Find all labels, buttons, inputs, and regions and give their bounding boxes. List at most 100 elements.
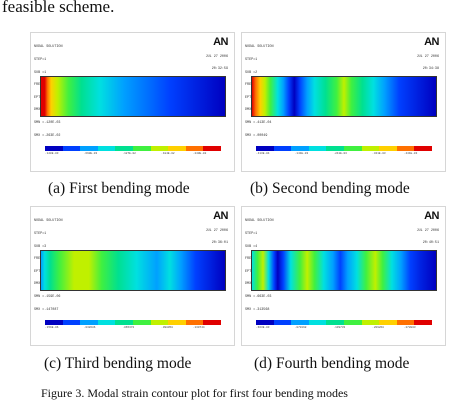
date-line: 20:36:01 — [211, 241, 228, 245]
legend-swatch — [62, 146, 81, 151]
legend-swatch — [115, 146, 133, 151]
legend-swatch — [150, 146, 169, 151]
legend-swatch — [168, 146, 186, 151]
legend-swatch — [97, 320, 116, 325]
header-line: SMX =.313568 — [245, 307, 270, 312]
ansys-logo: AN — [424, 210, 439, 222]
legend-swatch — [379, 320, 397, 325]
legend-swatch — [168, 320, 186, 325]
header-line: NODAL SOLUTION — [245, 219, 274, 224]
legend-swatch — [45, 320, 63, 325]
panel-caption-b: (b) Second bending mode — [250, 180, 410, 197]
legend-swatch — [326, 320, 344, 325]
header-line: SUB =2 — [245, 70, 258, 75]
legend-swatch — [97, 146, 116, 151]
figure-panel-b: NODAL SOLUTION STEP=1 SUB =2 FREQ=.065 E… — [241, 32, 446, 172]
panel-date: JUL 27 2006 20:32:59 — [188, 47, 228, 79]
legend-swatch — [80, 146, 98, 151]
legend-label: .098058 — [161, 326, 173, 329]
contour-plot — [40, 250, 226, 291]
legend-swatch — [361, 146, 380, 151]
legend-swatch — [203, 146, 221, 151]
header-line: STEP=1 — [245, 232, 258, 237]
legend-label: .241E-03 — [333, 152, 347, 155]
color-legend — [45, 146, 221, 151]
contour-plot — [40, 76, 226, 117]
legend-swatch — [185, 146, 204, 151]
legend-swatch — [80, 320, 98, 325]
panel-caption-d: (d) Fourth bending mode — [254, 355, 410, 372]
header-line: NODAL SOLUTION — [34, 45, 63, 50]
legend-swatch — [62, 320, 81, 325]
legend-swatch — [379, 146, 397, 151]
legend-swatch — [343, 146, 362, 151]
legend-swatch — [185, 320, 204, 325]
header-line: SMX =.263E-02 — [34, 133, 61, 138]
header-line: STEP=1 — [34, 58, 47, 63]
contour-plot — [251, 250, 437, 291]
legend-swatch — [273, 146, 292, 151]
panel-date: JUL 27 2006 20:34:38 — [399, 47, 439, 79]
legend-swatch — [132, 146, 151, 151]
ansys-logo: AN — [424, 36, 439, 48]
legend-label: .184E-02 — [161, 152, 175, 155]
legend-label: .065372 — [122, 326, 135, 329]
legend-swatch — [115, 320, 133, 325]
legend-label: .278803 — [403, 326, 416, 329]
legend-labels: .413E-04 .141E-03 .241E-03 .341E-03 .441… — [256, 152, 432, 156]
legend-label: .130744 — [192, 326, 205, 329]
legend-swatch — [396, 146, 415, 151]
date-line: 20:34:38 — [422, 67, 439, 71]
legend-swatch — [291, 320, 309, 325]
legend-swatch — [256, 320, 274, 325]
legend-label: .341E-03 — [372, 152, 386, 155]
header-line: SMN =.663E-03 — [245, 295, 272, 300]
legend-label: .441E-03 — [403, 152, 418, 155]
legend-label: .070198 — [294, 326, 307, 329]
figure-panel-a: NODAL SOLUTION STEP=1 SUB =1 FREQ=.01227… — [30, 32, 235, 172]
header-line: SMN =.413E-04 — [245, 121, 272, 126]
figure-panel-d: NODAL SOLUTION STEP=1 SUB =4 FREQ=.417 E… — [241, 206, 446, 346]
date-line: JUL 27 2006 — [416, 55, 439, 59]
legend-swatch — [414, 146, 432, 151]
legend-labels: .120E-03 .690E-03 .127E-02 .184E-02 .240… — [45, 152, 221, 156]
header-line: SUB =4 — [245, 244, 258, 249]
date-line: JUL 27 2006 — [205, 55, 228, 59]
legend-swatch — [150, 320, 169, 325]
header-line: SMX =.147087 — [34, 307, 59, 312]
date-line: 20:32:59 — [211, 67, 228, 71]
contour-plot — [251, 76, 437, 117]
page-text: feasible scheme. — [2, 0, 115, 16]
panel-date: JUL 27 2006 20:40:51 — [399, 221, 439, 253]
legend-swatch — [291, 146, 309, 151]
legend-label: .159E-06 — [45, 326, 59, 329]
legend-label: .690E-03 — [83, 152, 98, 155]
header-line: STEP=1 — [34, 232, 47, 237]
panel-date: JUL 27 2006 20:36:01 — [188, 221, 228, 253]
date-line: JUL 27 2006 — [205, 229, 228, 233]
panel-caption-a: (a) First bending mode — [48, 180, 190, 197]
ansys-logo: AN — [213, 210, 228, 222]
legend-swatch — [132, 320, 151, 325]
color-legend — [45, 320, 221, 325]
header-line: SMN =.120E-03 — [34, 121, 61, 126]
panel-caption-c: (c) Third bending mode — [44, 355, 192, 372]
legend-swatch — [361, 320, 380, 325]
legend-labels: .159E-06 .032686 .065372 .098058 .130744 — [45, 326, 221, 330]
legend-swatch — [256, 146, 274, 151]
legend-swatch — [45, 146, 63, 151]
legend-label: .120E-03 — [45, 152, 59, 155]
header-line: NODAL SOLUTION — [34, 219, 63, 224]
legend-swatch — [326, 146, 344, 151]
figure-panel-c: NODAL SOLUTION STEP=1 SUB =3 FREQ=.23297… — [30, 206, 235, 346]
legend-swatch — [203, 320, 221, 325]
legend-swatch — [273, 320, 292, 325]
header-line: SMX =.00049 — [245, 133, 268, 138]
header-line: SUB =1 — [34, 70, 47, 75]
header-line: SMN =.159E-06 — [34, 295, 61, 300]
legend-swatch — [308, 320, 327, 325]
date-line: JUL 27 2006 — [416, 229, 439, 233]
legend-label: .141E-03 — [294, 152, 309, 155]
date-line: 20:40:51 — [422, 241, 439, 245]
legend-swatch — [396, 320, 415, 325]
